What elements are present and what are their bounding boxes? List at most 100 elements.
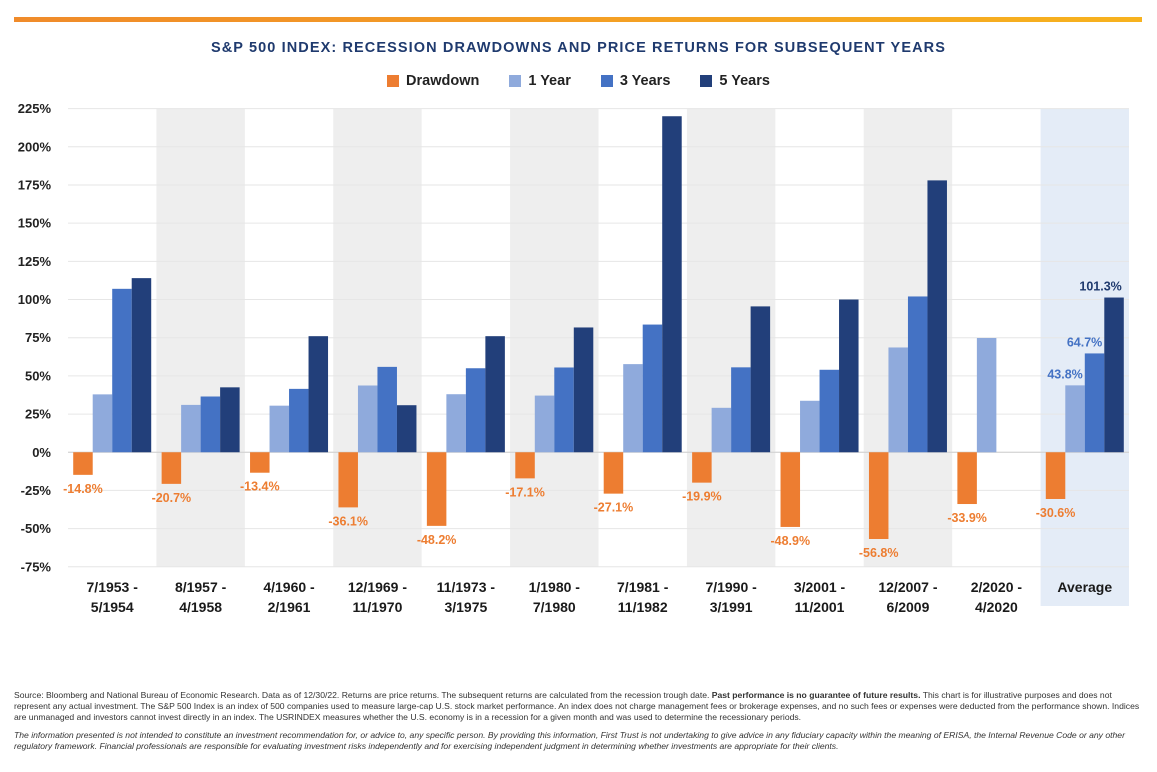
y-tick-label: 25% — [25, 407, 51, 422]
x-category-label: 3/1975 — [444, 599, 487, 615]
legend-swatch-1-year — [509, 75, 522, 87]
bar-drawdown — [603, 452, 624, 494]
x-category-label: 3/2001 - — [794, 579, 846, 595]
x-category-label: 11/1973 - — [437, 579, 496, 595]
data-label-drawdown: -30.6% — [1036, 506, 1076, 520]
x-category-label: 11/2001 — [795, 599, 845, 615]
data-label-1-year: 43.8% — [1047, 367, 1082, 381]
legend-item-drawdown: Drawdown — [387, 73, 479, 89]
bar-drawdown — [957, 452, 977, 505]
y-tick-label: -75% — [21, 559, 52, 574]
bar-1-year — [1065, 385, 1085, 453]
source-note: Source: Bloomberg and National Bureau of… — [14, 690, 1144, 724]
bar-drawdown — [250, 452, 270, 473]
bar-1-year — [976, 338, 997, 453]
x-category-label: 12/1969 - — [348, 579, 407, 595]
data-label-drawdown: -19.9% — [682, 490, 722, 504]
bar-1-year — [446, 394, 466, 453]
bar-5-years — [662, 116, 682, 453]
data-label-drawdown: -48.2% — [417, 533, 457, 547]
data-label-drawdown: -33.9% — [947, 511, 987, 525]
bar-5-years — [220, 387, 240, 453]
x-category-label: 4/2020 — [975, 599, 1018, 615]
legend-label-1-year: 1 Year — [528, 73, 571, 89]
legend-label-drawdown: Drawdown — [406, 73, 480, 89]
x-category-label: 2/2020 - — [971, 579, 1023, 595]
bar-3-years — [819, 369, 840, 453]
bar-drawdown — [780, 452, 801, 527]
bar-3-years — [289, 388, 309, 453]
bar-3-years — [554, 367, 574, 453]
x-category-label: 1/1980 - — [529, 579, 581, 595]
bar-3-years — [200, 396, 221, 453]
data-label-drawdown: -36.1% — [328, 514, 368, 528]
bar-5-years — [396, 405, 417, 453]
y-tick-label: 50% — [25, 368, 51, 383]
bar-5-years — [750, 306, 771, 453]
chart-legend: Drawdown 1 Year 3 Years 5 Years — [0, 73, 1157, 89]
bar-1-year — [534, 395, 555, 453]
x-category-label: 5/1954 — [91, 599, 134, 615]
legend-item-5-years: 5 Years — [700, 73, 770, 89]
bar-5-years — [131, 278, 152, 453]
x-category-label: 4/1958 — [179, 599, 222, 615]
legend-swatch-drawdown — [387, 75, 400, 87]
bar-3-years — [377, 366, 397, 453]
bar-3-years — [1084, 353, 1105, 453]
data-label-drawdown: -14.8% — [63, 482, 103, 496]
bar-1-year — [92, 394, 113, 453]
x-category-label: 8/1957 - — [175, 579, 227, 595]
bar-5-years — [485, 336, 505, 453]
legend-swatch-3-years — [600, 75, 613, 87]
bar-drawdown — [161, 452, 182, 484]
data-label-drawdown: -56.8% — [859, 546, 899, 560]
bar-1-year — [888, 347, 908, 453]
legend-item-3-years: 3 Years — [600, 73, 671, 89]
bar-drawdown — [426, 452, 447, 526]
bar-drawdown — [515, 452, 535, 479]
bar-5-years — [308, 336, 329, 453]
data-label-drawdown: -17.1% — [505, 485, 545, 499]
y-tick-label: 225% — [18, 101, 52, 116]
bar-1-year — [181, 404, 201, 453]
bar-1-year — [800, 400, 820, 453]
source-text-1: Source: Bloomberg and National Bureau of… — [14, 690, 710, 700]
bar-3-years — [907, 296, 928, 453]
x-category-label: Average — [1057, 579, 1112, 595]
source-text-2: This chart is for illustrative purposes … — [14, 690, 1140, 723]
data-label-drawdown: -20.7% — [152, 491, 192, 505]
chart-title: S&P 500 INDEX: RECESSION DRAWDOWNS AND P… — [210, 40, 947, 56]
bar-1-year — [623, 364, 643, 453]
bar-3-years — [642, 324, 663, 453]
bar-3-years — [731, 367, 751, 453]
y-tick-label: 150% — [18, 216, 52, 231]
data-label-5-years: 101.3% — [1079, 280, 1121, 294]
bar-drawdown — [1045, 452, 1066, 499]
bar-drawdown — [73, 452, 93, 475]
legend-label-3-years: 3 Years — [619, 73, 671, 89]
x-category-label: 3/1991 — [710, 599, 753, 615]
bar-1-year — [357, 385, 378, 453]
bar-drawdown — [338, 452, 358, 508]
x-category-label: 7/1990 - — [705, 579, 757, 595]
x-category-label: 11/1970 — [353, 599, 403, 615]
y-tick-label: 75% — [25, 330, 51, 345]
x-category-label: 2/1961 — [268, 599, 311, 615]
x-category-label: 12/2007 - — [878, 579, 937, 595]
x-category-label: 7/1981 - — [617, 579, 669, 595]
bar-1-year — [269, 405, 290, 453]
legend-item-1-year: 1 Year — [509, 73, 571, 89]
y-tick-label: -50% — [21, 521, 52, 536]
data-label-3-years: 64.7% — [1067, 335, 1102, 349]
bar-1-year — [711, 407, 732, 453]
y-tick-label: 200% — [18, 139, 52, 154]
y-tick-label: 0% — [32, 445, 51, 460]
source-text-bold: Past performance is no guarantee of futu… — [711, 690, 921, 700]
x-category-label: 4/1960 - — [263, 579, 315, 595]
x-category-label: 7/1980 — [533, 599, 576, 615]
bar-3-years — [465, 368, 486, 453]
legend-label-5-years: 5 Years — [719, 73, 770, 89]
bar-drawdown — [868, 452, 889, 540]
y-tick-label: 175% — [18, 177, 52, 192]
data-label-drawdown: -13.4% — [240, 480, 280, 494]
